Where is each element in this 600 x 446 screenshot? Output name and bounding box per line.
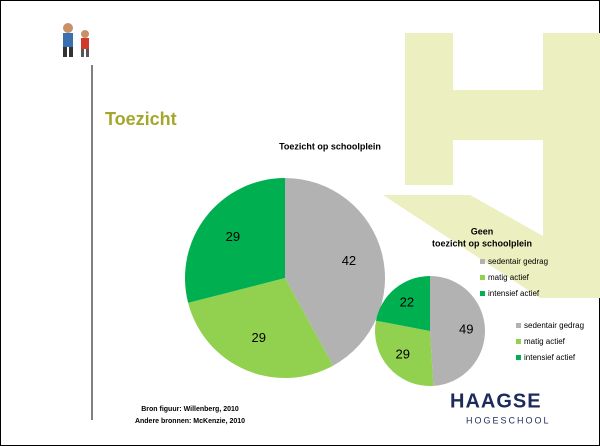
data-label: 29 <box>226 229 240 244</box>
legend-swatch <box>516 339 521 344</box>
pie-slice <box>375 276 430 331</box>
pie-slice <box>188 278 334 378</box>
pie-slice <box>285 178 385 366</box>
legend-label: matig actief <box>524 337 566 346</box>
logo-name: HAAGSE <box>450 390 542 412</box>
legend-swatch <box>480 291 485 296</box>
pie-slice <box>375 320 434 387</box>
data-label: 22 <box>400 294 414 309</box>
pie-slice <box>430 276 486 386</box>
legend-swatch <box>480 259 485 264</box>
data-label: 29 <box>252 330 266 345</box>
legend-label: matig actief <box>488 273 530 282</box>
legend-swatch <box>516 355 521 360</box>
data-label: 49 <box>459 321 473 336</box>
chart-title: Toezicht op schoolplein <box>279 141 381 151</box>
source: Bron figuur: Willenberg, 2010 <box>141 406 239 413</box>
legend-swatch <box>480 275 485 280</box>
legend-label: intensief actief <box>488 289 540 298</box>
data-label: 29 <box>396 346 410 361</box>
chart-title: Geen <box>471 226 494 236</box>
logo-subtitle: HOGESCHOOL <box>466 415 551 425</box>
legend-label: sedentair gedrag <box>488 257 548 266</box>
background-letter <box>383 33 600 298</box>
legend-swatch <box>516 323 521 328</box>
data-label: 42 <box>342 253 356 268</box>
legend-label: sedentair gedrag <box>524 321 584 330</box>
kids-icon <box>63 23 89 57</box>
heading: Toezicht <box>105 109 177 129</box>
source: Andere bronnen: McKenzie, 2010 <box>135 418 245 425</box>
legend-label: intensief actief <box>524 353 576 362</box>
chart-title: toezicht op schoolplein <box>432 238 532 248</box>
pie-slice <box>185 178 285 303</box>
